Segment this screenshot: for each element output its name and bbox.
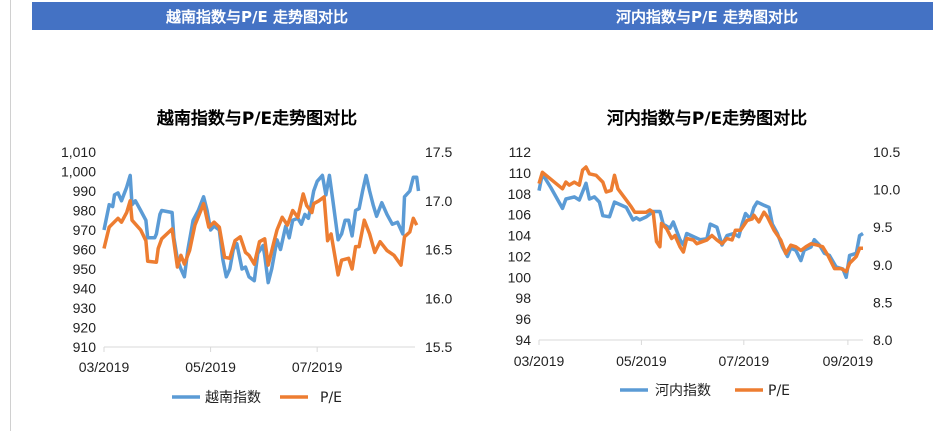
y-right-tick-label: 8.5 (873, 294, 893, 310)
legend-label: P/E (768, 383, 790, 399)
y-left-tick-label: 102 (508, 248, 532, 264)
y-left-tick-label: 94 (515, 332, 531, 348)
y-left-tick-label: 930 (73, 300, 97, 316)
y-left-tick-label: 970 (73, 222, 97, 238)
pe-series-line (537, 165, 863, 274)
y-left-tick-label: 910 (73, 339, 97, 355)
chart-title: 河内指数与P/E走势图对比 (607, 108, 807, 129)
y-left-tick-label: 960 (73, 242, 97, 258)
x-tick-label: 07/2019 (292, 359, 343, 375)
y-left-tick-label: 980 (73, 203, 97, 219)
y-right-tick-label: 16.5 (425, 242, 452, 258)
x-tick-label: 03/2019 (79, 359, 130, 375)
y-left-tick-label: 990 (73, 183, 97, 199)
legend-label: 河内指数 (655, 383, 711, 399)
y-right-tick-label: 9.0 (873, 257, 893, 273)
legend-label: P/E (320, 390, 342, 406)
y-left-tick-label: 106 (508, 207, 532, 223)
y-right-tick-label: 15.5 (425, 339, 452, 355)
y-right-tick-label: 8.0 (873, 332, 893, 348)
y-left-tick-label: 1,010 (61, 144, 96, 160)
y-left-tick-label: 96 (515, 311, 531, 327)
pe-series-line (102, 192, 419, 277)
y-left-tick-label: 940 (73, 281, 97, 297)
y-right-tick-label: 10.5 (873, 144, 900, 160)
y-left-tick-label: 950 (73, 261, 97, 277)
header-left-title: 越南指数与P/E 走势图对比 (166, 8, 348, 26)
y-left-tick-label: 112 (509, 144, 532, 160)
y-right-tick-label: 17.5 (425, 144, 452, 160)
legend-label: 越南指数 (205, 390, 261, 406)
y-left-tick-label: 104 (508, 228, 532, 244)
x-tick-label: 07/2019 (719, 353, 770, 369)
y-left-tick-label: 1,000 (61, 164, 96, 180)
y-left-tick-label: 108 (508, 186, 532, 202)
y-left-tick-label: 110 (509, 165, 532, 181)
x-tick-label: 09/2019 (823, 353, 874, 369)
y-right-tick-label: 16.0 (425, 290, 452, 306)
y-left-tick-label: 920 (73, 320, 97, 336)
y-right-tick-label: 9.5 (873, 219, 893, 235)
y-left-tick-label: 100 (508, 269, 532, 285)
y-right-tick-label: 10.0 (873, 182, 900, 198)
x-tick-label: 05/2019 (616, 353, 667, 369)
left-border (10, 0, 11, 431)
y-left-tick-label: 98 (515, 290, 531, 306)
y-right-tick-label: 17.0 (425, 193, 452, 209)
chart-title: 越南指数与P/E走势图对比 (156, 108, 357, 129)
header-band: 越南指数与P/E 走势图对比 河内指数与P/E 走势图对比 (32, 2, 933, 30)
x-tick-label: 03/2019 (514, 353, 565, 369)
x-tick-label: 05/2019 (185, 359, 236, 375)
header-right-title: 河内指数与P/E 走势图对比 (616, 8, 798, 26)
index-series-line (537, 172, 864, 280)
index-series-line (102, 173, 421, 285)
